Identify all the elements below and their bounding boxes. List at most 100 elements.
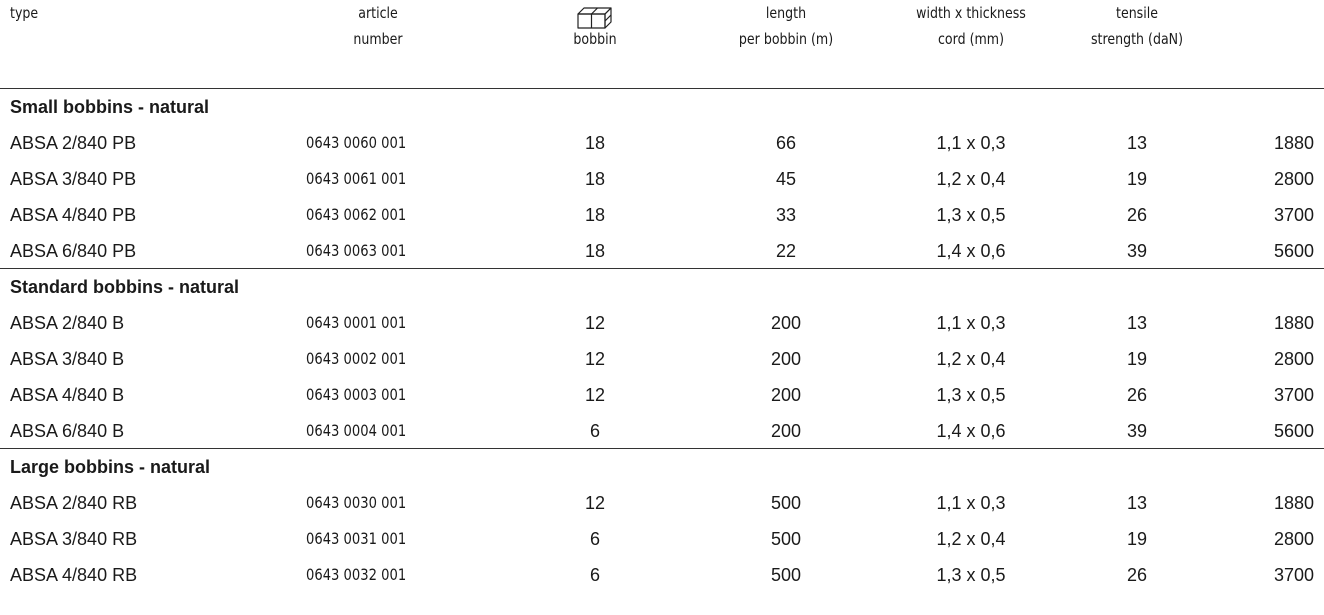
header-tensile: tensile strength (daN)	[1090, 4, 1184, 48]
cell-denier: 2800	[1273, 529, 1314, 549]
cell-width-thickness: 1,3 x 0,5	[936, 385, 1006, 405]
cell-denier: 1880	[1273, 313, 1314, 333]
cell-type: ABSA 3/840 B	[10, 349, 125, 369]
cell-type: ABSA 6/840 B	[10, 421, 125, 441]
cell-denier: 2800	[1273, 349, 1314, 369]
cell-tensile-strength: 13	[1126, 133, 1148, 153]
cell-bobbin: 18	[584, 205, 606, 225]
cell-denier: 5600	[1273, 421, 1314, 441]
cell-width-thickness: 1,3 x 0,5	[936, 205, 1006, 225]
cell-type: ABSA 4/840 RB	[10, 565, 138, 585]
cell-article-number: 0643 0060 001	[306, 133, 407, 152]
cell-bobbin: 12	[584, 313, 606, 333]
cell-tensile-strength: 39	[1126, 241, 1148, 261]
cell-width-thickness: 1,4 x 0,6	[936, 421, 1006, 441]
cell-length: 200	[770, 421, 802, 441]
cell-tensile-strength: 26	[1126, 205, 1148, 225]
section-title: Small bobbins - natural	[10, 97, 210, 117]
section-divider	[0, 88, 1324, 89]
cell-bobbin: 12	[584, 385, 606, 405]
table-row: ABSA 6/840 PB 0643 0063 001 18 22 1,4 x 0,6 3…	[0, 233, 1324, 269]
section-divider	[0, 448, 1324, 449]
cell-article-number: 0643 0002 001	[306, 349, 407, 368]
cell-tensile-strength: 19	[1126, 169, 1148, 189]
cell-denier: 3700	[1273, 565, 1314, 585]
cell-length: 500	[770, 493, 802, 513]
cell-length: 200	[770, 313, 802, 333]
table-row: ABSA 4/840 PB 0643 0062 001 18 33 1,3 x 0,5 2…	[0, 197, 1324, 233]
cell-bobbin: 18	[584, 241, 606, 261]
cell-bobbin: 12	[584, 493, 606, 513]
table-row: ABSA 4/840 B 0643 0003 001 12 200 1,3 x 0,5 2…	[0, 377, 1324, 413]
cell-tensile-strength: 26	[1126, 385, 1148, 405]
cell-denier: 3700	[1273, 205, 1314, 225]
section-divider	[0, 268, 1324, 269]
section-title: Large bobbins - natural	[10, 457, 211, 477]
cell-type: ABSA 2/840 PB	[10, 133, 137, 153]
cell-article-number: 0643 0061 001	[306, 169, 407, 188]
cell-type: ABSA 2/840 RB	[10, 493, 138, 513]
cell-article-number: 0643 0031 001	[306, 529, 407, 548]
cell-type: ABSA 3/840 PB	[10, 169, 137, 189]
cell-tensile-strength: 26	[1126, 565, 1148, 585]
cell-tensile-strength: 13	[1126, 493, 1148, 513]
cell-article-number: 0643 0003 001	[306, 385, 407, 404]
table-row: ABSA 2/840 B 0643 0001 001 12 200 1,1 x 0,3 1…	[0, 305, 1324, 341]
cell-denier: 1880	[1273, 493, 1314, 513]
cell-length: 500	[770, 529, 802, 549]
cell-width-thickness: 1,2 x 0,4	[936, 529, 1006, 549]
section-title: Standard bobbins - natural	[10, 277, 240, 297]
table-row: ABSA 3/840 PB 0643 0061 001 18 45 1,2 x 0,4 1…	[0, 161, 1324, 197]
cell-bobbin: 6	[589, 565, 600, 585]
cell-denier: 1880	[1273, 133, 1314, 153]
table-row: ABSA 3/840 RB 0643 0031 001 6 500 1,2 x 0,4 1…	[0, 521, 1324, 557]
cell-length: 200	[770, 349, 802, 369]
cell-article-number: 0643 0004 001	[306, 421, 407, 440]
cell-width-thickness: 1,2 x 0,4	[936, 349, 1006, 369]
cell-bobbin: 6	[589, 421, 600, 441]
table-row: ABSA 6/840 B 0643 0004 001 6 200 1,4 x 0,6 39…	[0, 413, 1324, 449]
cell-tensile-strength: 13	[1126, 313, 1148, 333]
cell-width-thickness: 1,2 x 0,4	[936, 169, 1006, 189]
header-width-thickness: width x thickness cord (mm)	[916, 4, 1026, 48]
cell-width-thickness: 1,4 x 0,6	[936, 241, 1006, 261]
cell-bobbin: 6	[589, 529, 600, 549]
cell-width-thickness: 1,3 x 0,5	[936, 565, 1006, 585]
header-length: length per bobbin (m)	[738, 4, 834, 48]
cell-type: ABSA 4/840 PB	[10, 205, 137, 225]
cell-bobbin: 12	[584, 349, 606, 369]
cell-length: 66	[775, 133, 797, 153]
cell-length: 500	[770, 565, 802, 585]
header-type: type	[10, 4, 39, 22]
cell-type: ABSA 3/840 RB	[10, 529, 138, 549]
cell-width-thickness: 1,1 x 0,3	[936, 493, 1006, 513]
cell-length: 22	[775, 241, 797, 261]
table-row: ABSA 3/840 B 0643 0002 001 12 200 1,2 x 0,4 1…	[0, 341, 1324, 377]
table-row: ABSA 2/840 RB 0643 0030 001 12 500 1,1 x 0,3…	[0, 485, 1324, 521]
cell-article-number: 0643 0001 001	[306, 313, 407, 332]
cell-width-thickness: 1,1 x 0,3	[936, 133, 1006, 153]
header-article: article number	[353, 4, 403, 48]
cell-article-number: 0643 0032 001	[306, 565, 407, 584]
cell-type: ABSA 2/840 B	[10, 313, 125, 333]
cell-bobbin: 18	[584, 169, 606, 189]
cell-tensile-strength: 19	[1126, 349, 1148, 369]
cell-denier: 2800	[1273, 169, 1314, 189]
cell-denier: 5600	[1273, 241, 1314, 261]
cell-article-number: 0643 0030 001	[306, 493, 407, 512]
cell-bobbin: 18	[584, 133, 606, 153]
header-bobbin: bobbin	[573, 30, 617, 48]
cell-length: 33	[775, 205, 797, 225]
cell-tensile-strength: 19	[1126, 529, 1148, 549]
table-row: ABSA 4/840 RB 0643 0032 001 6 500 1,3 x 0,5 2…	[0, 557, 1324, 593]
cell-length: 45	[775, 169, 797, 189]
cell-type: ABSA 6/840 PB	[10, 241, 137, 261]
cell-denier: 3700	[1273, 385, 1314, 405]
box-icon	[576, 5, 614, 29]
cell-length: 200	[770, 385, 802, 405]
table-row: ABSA 2/840 PB 0643 0060 001 18 66 1,1 x 0,3 1…	[0, 125, 1324, 161]
cell-article-number: 0643 0063 001	[306, 241, 407, 260]
cell-article-number: 0643 0062 001	[306, 205, 407, 224]
cell-type: ABSA 4/840 B	[10, 385, 125, 405]
